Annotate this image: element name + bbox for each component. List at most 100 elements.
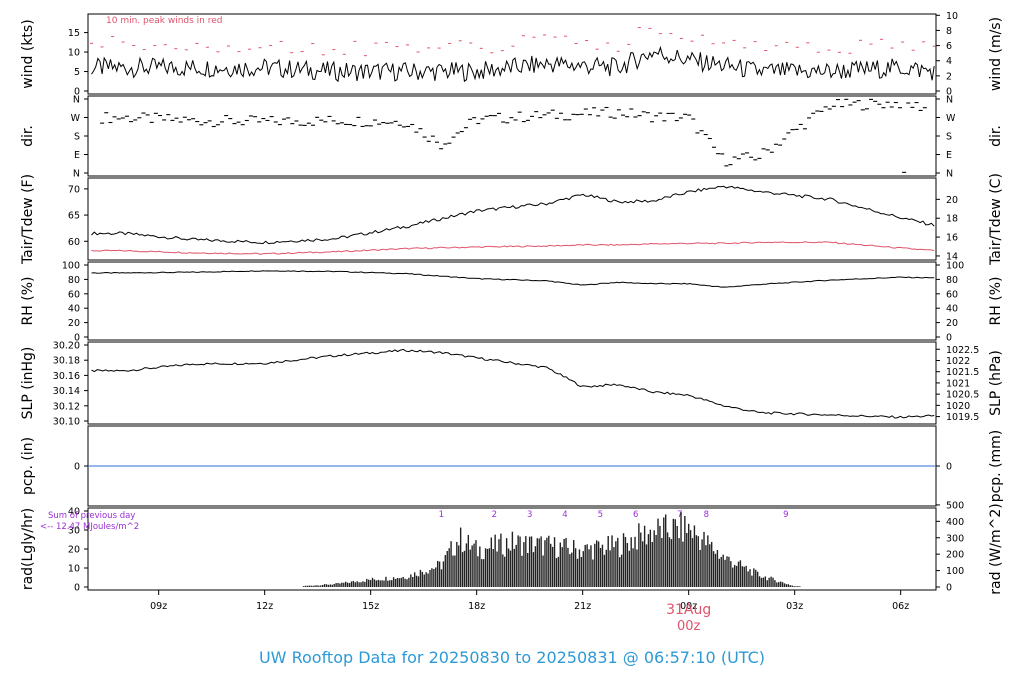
y-tick-label: 10 bbox=[68, 48, 80, 59]
y-tick-label-right: 0 bbox=[946, 462, 952, 473]
x-tick-label: 06z bbox=[892, 601, 909, 612]
hour-marker: 6 bbox=[633, 510, 638, 520]
panel-frame bbox=[87, 261, 937, 341]
y-tick-label-right: 4 bbox=[946, 56, 952, 67]
y-tick-label: 0 bbox=[74, 462, 80, 473]
y-axis-label-right: pcp. (mm) bbox=[988, 430, 1004, 503]
y-tick-label-right: 16 bbox=[946, 233, 958, 244]
y-axis-label: SLP (inHg) bbox=[20, 347, 36, 420]
y-tick-label: 20 bbox=[68, 318, 80, 329]
y-tick-label-right: 14 bbox=[946, 251, 958, 262]
y-tick-label: 80 bbox=[68, 275, 80, 286]
y-tick-label-right: 300 bbox=[946, 533, 964, 544]
y-axis-label-right: rad (W/m^2) bbox=[988, 503, 1004, 594]
y-tick-label-right: 100 bbox=[946, 566, 964, 577]
y-tick-label: 30.16 bbox=[53, 371, 80, 382]
y-tick-label: N bbox=[73, 95, 80, 106]
y-axis-label: pcp. (in) bbox=[20, 437, 36, 495]
y-tick-label-right: 1019.5 bbox=[946, 412, 979, 423]
rh-line bbox=[91, 270, 935, 288]
y-tick-label-right: 18 bbox=[946, 214, 958, 225]
y-tick-label: 15 bbox=[68, 28, 80, 39]
y-tick-label-right: 80 bbox=[946, 275, 958, 286]
y-tick-label: 30 bbox=[68, 526, 80, 537]
y-tick-label: 30.12 bbox=[53, 401, 80, 412]
y-tick-label-right: 40 bbox=[946, 304, 958, 315]
wind-line bbox=[91, 45, 935, 83]
y-tick-label: 70 bbox=[68, 184, 80, 195]
y-tick-label-right: 20 bbox=[946, 318, 958, 329]
y-tick-label: 30.18 bbox=[53, 356, 80, 367]
y-tick-label: 60 bbox=[68, 289, 80, 300]
y-tick-label-right: 8 bbox=[946, 26, 952, 37]
y-tick-label-right: S bbox=[946, 132, 952, 143]
y-axis-label: rad(Lgly/hr) bbox=[20, 508, 36, 590]
y-axis-label-right: SLP (hPa) bbox=[988, 350, 1004, 416]
x-tick-label: 15z bbox=[362, 601, 379, 612]
x-tick-label: 09z bbox=[150, 601, 167, 612]
x-tick-label: 18z bbox=[468, 601, 485, 612]
panel-tair-tdew: Tair/Tdew (F) Tair/Tdew (C) 60 65 70 14 16 18 20 bbox=[20, 173, 1004, 266]
y-tick-label: W bbox=[71, 113, 81, 124]
y-tick-label-right: 0 bbox=[946, 87, 952, 98]
y-tick-label: 100 bbox=[62, 261, 80, 272]
y-tick-label-right: 100 bbox=[946, 261, 964, 272]
y-tick-label: 40 bbox=[68, 304, 80, 315]
panel-rh: RH (%) RH (%) 0 20 40 60 80 100 0 20 40 60 80 100 bbox=[20, 261, 1004, 344]
y-tick-label: 0 bbox=[74, 583, 80, 594]
y-axis-label-right: wind (m/s) bbox=[988, 17, 1004, 91]
y-tick-label: 30.10 bbox=[53, 417, 80, 428]
panel-frame bbox=[87, 177, 937, 261]
y-tick-label: 30.20 bbox=[53, 341, 80, 352]
y-tick-label-right: 0 bbox=[946, 583, 952, 594]
chart-title: UW Rooftop Data for 20250830 to 20250831… bbox=[258, 648, 766, 667]
y-tick-label-right: 60 bbox=[946, 289, 958, 300]
y-tick-label-right: 6 bbox=[946, 41, 952, 52]
y-tick-label-right: 1021.5 bbox=[946, 367, 979, 378]
slp-line bbox=[91, 348, 935, 419]
date-hour-label: 00z bbox=[677, 619, 701, 634]
hour-marker: 5 bbox=[598, 510, 603, 520]
y-tick-label: 0 bbox=[74, 333, 80, 344]
y-tick-label-right: 1020.5 bbox=[946, 390, 979, 401]
y-tick-label: 30.14 bbox=[53, 386, 80, 397]
y-axis-label-right: dir. bbox=[988, 125, 1004, 147]
date-label: 31Aug bbox=[666, 602, 711, 618]
panel-rad: rad(Lgly/hr) rad (W/m^2)01020304001002003… bbox=[20, 500, 1004, 594]
hour-marker: 2 bbox=[492, 510, 497, 520]
hour-marker: 1 bbox=[439, 510, 444, 520]
panel-frame bbox=[87, 95, 937, 177]
y-tick-label-right: 1022.5 bbox=[946, 345, 979, 356]
rad-sum-label: Sum of previous day bbox=[48, 511, 135, 521]
x-tick-label: 03z bbox=[786, 601, 803, 612]
y-tick-label: N bbox=[73, 169, 80, 180]
y-tick-label-right: 20 bbox=[946, 195, 958, 206]
y-tick-label-right: 1022 bbox=[946, 356, 970, 367]
rad-sum-value: <-- 12.47 MJoules/m^2 bbox=[40, 522, 139, 532]
y-tick-label: 65 bbox=[68, 211, 80, 222]
y-axis-label: RH (%) bbox=[20, 277, 36, 326]
tdew-line bbox=[91, 241, 935, 255]
x-tick-label: 00z bbox=[680, 601, 697, 612]
panel-slp: SLP (inHg) SLP (hPa) 30.10 30.12 30.14 30.16 3… bbox=[20, 341, 1004, 428]
y-tick-label-right: 400 bbox=[946, 517, 964, 528]
y-tick-label: 5 bbox=[74, 67, 80, 78]
y-tick-label-right: 10 bbox=[946, 11, 958, 22]
panel-frame bbox=[87, 341, 937, 425]
hour-marker: 9 bbox=[783, 510, 788, 520]
y-axis-label: dir. bbox=[20, 125, 36, 147]
wind-annotation: 10 min. peak winds in red bbox=[106, 16, 223, 26]
x-tick-label: 12z bbox=[256, 601, 273, 612]
y-tick-label: S bbox=[74, 132, 80, 143]
y-tick-label: 60 bbox=[68, 237, 80, 248]
panel-frame bbox=[87, 13, 937, 95]
x-tick-label: 21z bbox=[574, 601, 591, 612]
hour-marker: 4 bbox=[562, 510, 567, 520]
y-tick-label: E bbox=[74, 150, 80, 161]
y-tick-label-right: N bbox=[946, 169, 953, 180]
y-axis-label-right: Tair/Tdew (C) bbox=[988, 173, 1004, 266]
tair-line bbox=[91, 185, 935, 245]
